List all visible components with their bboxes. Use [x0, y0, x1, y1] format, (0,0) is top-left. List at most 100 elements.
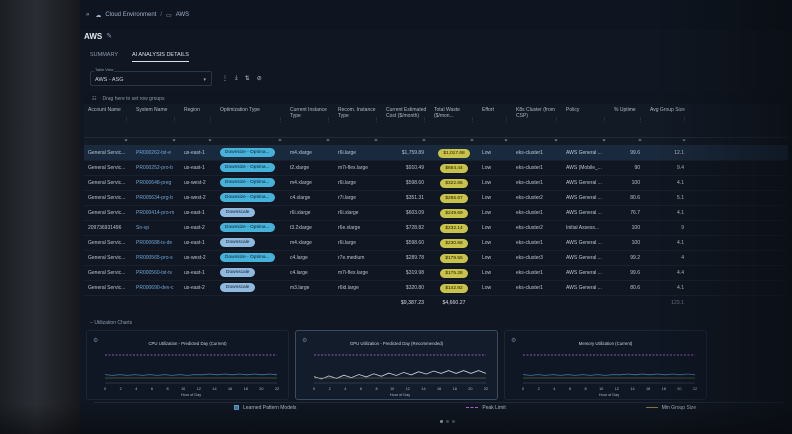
column-filter[interactable]: ⏷ — [132, 138, 180, 145]
filter-icon[interactable]: ⏷ — [681, 138, 686, 144]
column-menu-icon[interactable]: ⋮ — [278, 117, 283, 123]
filter-icon[interactable]: ⏷ — [553, 138, 558, 144]
column-menu-icon[interactable]: ⋮ — [422, 117, 427, 123]
column-menu-icon[interactable]: ⋮ — [208, 117, 213, 123]
column-filter[interactable]: ⏷ — [478, 138, 512, 145]
column-header[interactable]: K8s Cluster (from CSP) ⋮ — [512, 104, 562, 137]
system-name-link[interactable]: PR000560-tst-tv — [136, 270, 173, 276]
chart-settings-icon[interactable]: ⚙ — [302, 338, 308, 344]
system-name-link[interactable]: PR000690-dev-c — [136, 285, 174, 291]
column-header[interactable]: Recom. Instance Type ⋮ — [334, 104, 382, 137]
tab-ai-analysis[interactable]: AI ANALYSIS DETAILS — [132, 48, 189, 62]
column-header[interactable]: Current Instance Type ⋮ — [286, 104, 334, 137]
column-header[interactable]: Account Name ⋮ — [84, 104, 132, 137]
utilization-chart-card[interactable]: 0 2 4 6 8 10 12 14 16 18 20 22 Hour of Day Memory Uti… — [504, 330, 707, 400]
table-cell: us-east-1 — [184, 210, 205, 216]
table-row[interactable]: General Servic... PR005634-prg-b us-west-2… — [84, 191, 788, 206]
column-menu-icon[interactable]: ⋮ — [124, 117, 129, 123]
clear-filter-icon[interactable]: ⊘ — [256, 76, 262, 82]
system-name-link[interactable]: PR000648-preg — [136, 180, 172, 186]
tab-summary[interactable]: SUMMARY — [90, 52, 119, 58]
column-menu-icon[interactable]: ⋮ — [172, 117, 177, 123]
table-view-select[interactable]: Table View AWS - ASG ▾ — [90, 68, 212, 86]
legend-peak[interactable]: Peak Limit — [466, 405, 506, 411]
pager-dot[interactable] — [440, 420, 443, 423]
system-name-link[interactable]: PR000565-pro-s — [136, 255, 173, 261]
table-row[interactable]: General Servic... PR000565-pro-s us-west-2… — [84, 251, 788, 266]
column-filter[interactable]: ⏷ — [512, 138, 562, 145]
filter-icon[interactable]: ⏷ — [373, 138, 378, 144]
column-menu-icon[interactable]: ⋮ — [682, 117, 687, 123]
download-icon[interactable]: ⤓ — [235, 75, 238, 81]
column-header[interactable]: Optimization Type ⋮ — [216, 104, 286, 137]
chevron-down-icon: ▾ — [203, 77, 206, 83]
chart-settings-icon[interactable]: ⚙ — [93, 338, 99, 344]
utilization-charts-label[interactable]: − Utilization Charts — [90, 320, 133, 326]
row-group-bar[interactable]: ☷ Drag here to set row groups — [84, 93, 788, 104]
table-row[interactable]: General Servic... PR000648-preg us-west-2 D… — [84, 176, 788, 191]
system-name-link[interactable]: PR000688-is-de — [136, 240, 173, 246]
column-menu-icon[interactable]: ⋮ — [374, 117, 379, 123]
column-menu-icon[interactable]: ⋮ — [554, 117, 559, 123]
legend-min-group[interactable]: Min Group Size — [645, 405, 696, 411]
numeric-cell: 4 — [681, 255, 684, 261]
column-header[interactable]: Policy ⋮ — [562, 104, 610, 137]
utilization-chart-card[interactable]: 0 2 4 6 8 10 12 14 16 18 20 22 Hour of Day CPU Utiliz… — [86, 330, 289, 400]
column-menu-icon[interactable]: ⋮ — [638, 117, 643, 123]
column-header[interactable]: Effort ⋮ — [478, 104, 512, 137]
table-row[interactable]: General Servic... PR000560-tst-tv us-east-… — [84, 266, 788, 281]
system-name-link[interactable]: PR000262-tst-e — [136, 150, 172, 156]
pager-dot[interactable] — [446, 420, 449, 423]
column-filter[interactable]: ⏷ — [430, 138, 478, 145]
column-header[interactable]: Region ⋮ — [180, 104, 216, 137]
column-filter[interactable]: ⏷ — [382, 138, 430, 145]
column-header[interactable]: System Name ⋮ — [132, 104, 180, 137]
filter-icon[interactable]: ⏷ — [469, 138, 474, 144]
filter-icon[interactable]: ⏷ — [503, 138, 508, 144]
column-header[interactable]: % Uptime ⋮ — [610, 104, 646, 137]
pager-dot[interactable] — [452, 420, 455, 423]
breadcrumb-root[interactable]: Cloud Environment — [105, 12, 157, 18]
table-row[interactable]: 209736931496 Sn-vp us-east-2 Downsize - Opt… — [84, 221, 788, 236]
column-header[interactable]: Avg Group Size ⋮ — [646, 104, 690, 137]
table-view-label: Table View — [94, 68, 115, 72]
filter-icon[interactable]: ⏷ — [171, 138, 176, 144]
system-name-link[interactable]: PR000414-pro-m — [136, 210, 175, 216]
column-filter[interactable]: ⏷ — [84, 138, 132, 145]
column-filter[interactable]: ⏷ — [334, 138, 382, 145]
expand-icon[interactable]: » — [86, 12, 90, 18]
column-header[interactable]: Total Waste ($/mon... ⋮ — [430, 104, 478, 137]
table-row[interactable]: General Servic... PR000262-tst-e us-east-1… — [84, 146, 788, 161]
column-filter[interactable]: ⏷ — [646, 138, 690, 145]
table-row[interactable]: General Servic... PR000688-is-de us-east-1… — [84, 236, 788, 251]
legend-learned[interactable]: Learned Pattern Models — [234, 405, 296, 411]
chart-settings-icon[interactable]: ⚙ — [511, 338, 517, 344]
filter-icon[interactable]: ⏷ — [601, 138, 606, 144]
utilization-chart-card[interactable]: 0 2 4 6 8 10 12 14 16 18 20 22 Hour of Day GPU Utiliz… — [295, 330, 498, 400]
filter-icon[interactable]: ⏷ — [325, 138, 330, 144]
more-icon[interactable]: ⋮ — [222, 76, 228, 82]
column-menu-icon[interactable]: ⋮ — [602, 117, 607, 123]
column-header[interactable]: Current Estimated Cost ($/month) ⋮ — [382, 104, 430, 137]
filter-icon[interactable]: ⏷ — [277, 138, 282, 144]
filter-icon[interactable]: ⏷ — [123, 138, 128, 144]
filter-icon[interactable]: ⏷ — [421, 138, 426, 144]
filter-icon[interactable]: ⏷ — [207, 138, 212, 144]
column-menu-icon[interactable]: ⋮ — [326, 117, 331, 123]
column-filter[interactable]: ⏷ — [180, 138, 216, 145]
column-filter[interactable]: ⏷ — [562, 138, 610, 145]
sort-icon[interactable]: ⇅ — [244, 76, 250, 82]
filter-icon[interactable]: ⏷ — [637, 138, 642, 144]
column-filter[interactable]: ⏷ — [216, 138, 286, 145]
system-name-link[interactable]: PR000252-pro-b — [136, 165, 173, 171]
system-name-link[interactable]: PR005634-prg-b — [136, 195, 173, 201]
system-name-link[interactable]: Sn-vp — [136, 225, 150, 231]
edit-icon[interactable]: ✎ — [106, 33, 113, 40]
table-row[interactable]: General Servic... PR000414-pro-m us-east-1… — [84, 206, 788, 221]
table-row[interactable]: General Servic... PR000690-dev-c us-east-2… — [84, 281, 788, 296]
column-menu-icon[interactable]: ⋮ — [504, 117, 509, 123]
column-filter[interactable]: ⏷ — [610, 138, 646, 145]
table-row[interactable]: General Servic... PR000252-pro-b us-east-1… — [84, 161, 788, 176]
column-menu-icon[interactable]: ⋮ — [470, 117, 475, 123]
column-filter[interactable]: ⏷ — [286, 138, 334, 145]
